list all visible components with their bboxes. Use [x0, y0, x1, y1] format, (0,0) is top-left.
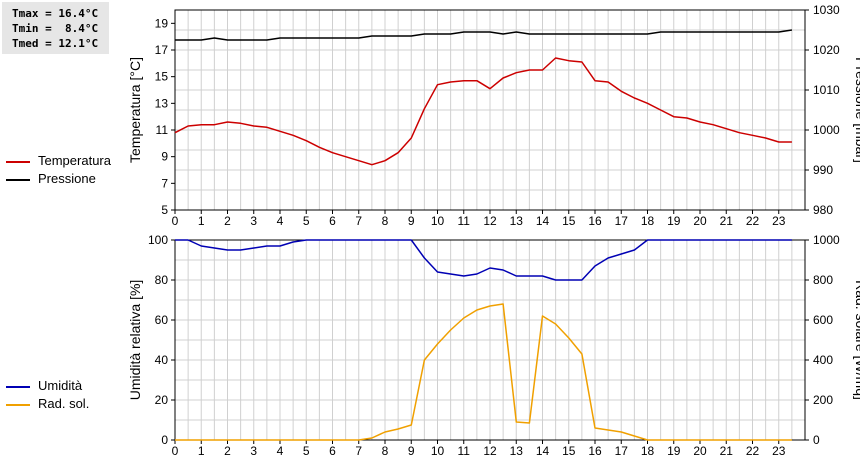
- x-tick-label: 12: [483, 444, 497, 458]
- x-tick-label: 1: [198, 214, 205, 228]
- y-right-tick-label: 1000: [813, 123, 840, 137]
- x-tick-label: 18: [641, 444, 655, 458]
- x-tick-label: 4: [277, 444, 284, 458]
- y-tick-label: 19: [155, 16, 169, 30]
- x-tick-label: 9: [408, 214, 415, 228]
- x-tick-label: 16: [588, 444, 602, 458]
- y-right-tick-label: 1020: [813, 43, 840, 57]
- legend-swatch-humidity: [6, 386, 30, 388]
- x-tick-label: 20: [693, 214, 707, 228]
- x-tick-label: 23: [772, 214, 786, 228]
- x-tick-label: 7: [355, 214, 362, 228]
- chart-1: 0 1 2 3 4 5 6 7 8 9 10 11 12 13 14 15 16 17 18 19 20 21 22 2357…: [127, 3, 860, 228]
- y-tick-label: 0: [161, 433, 168, 447]
- x-tick-label: 11: [458, 444, 471, 458]
- x-tick-label: 13: [510, 214, 524, 228]
- y-right-tick-label: 800: [813, 273, 833, 287]
- x-tick-label: 13: [510, 444, 524, 458]
- x-tick-label: 2: [224, 444, 231, 458]
- series-line-temperatura: [174, 57, 792, 166]
- y-right-tick-label: 400: [813, 353, 833, 367]
- x-tick-label: 9: [408, 444, 415, 458]
- legend-swatch-solar: [6, 404, 30, 406]
- x-tick-label: 7: [355, 444, 362, 458]
- y-right-tick-label: 0: [813, 433, 820, 447]
- x-tick-label: 6: [329, 444, 336, 458]
- y-tick-label: 40: [155, 353, 169, 367]
- x-tick-label: 18: [641, 214, 655, 228]
- x-tick-label: 11: [458, 214, 471, 228]
- legend-label-humidity: Umidità: [38, 378, 83, 393]
- y-axis-label: Umidità relativa [%]: [127, 280, 143, 401]
- y-tick-label: 80: [155, 273, 169, 287]
- x-tick-label: 6: [329, 214, 336, 228]
- x-tick-label: 2: [224, 214, 231, 228]
- y-tick-label: 60: [155, 313, 169, 327]
- y-tick-label: 20: [155, 393, 169, 407]
- legend-swatch-temperature: [6, 161, 30, 163]
- y-right-axis-label: Pressione [mbar]: [853, 57, 860, 163]
- legend-swatch-pressure: [6, 179, 30, 181]
- y-right-tick-label: 1030: [813, 3, 840, 17]
- x-tick-label: 3: [250, 444, 257, 458]
- y-right-tick-label: 200: [813, 393, 833, 407]
- y-tick-label: 15: [155, 70, 169, 84]
- y-right-tick-label: 990: [813, 163, 833, 177]
- legend-label-solar: Rad. sol.: [38, 396, 90, 411]
- x-tick-label: 5: [303, 214, 310, 228]
- x-tick-label: 21: [720, 214, 734, 228]
- x-tick-label: 10: [431, 444, 445, 458]
- x-tick-label: 14: [536, 214, 550, 228]
- x-tick-label: 8: [382, 214, 389, 228]
- x-tick-label: 17: [615, 444, 629, 458]
- y-tick-label: 5: [161, 203, 168, 217]
- x-tick-label: 22: [746, 444, 760, 458]
- series-line-rad-sol-: [175, 303, 792, 441]
- x-tick-label: 12: [483, 214, 497, 228]
- x-tick-label: 4: [277, 214, 284, 228]
- y-right-tick-label: 1000: [813, 233, 840, 247]
- x-tick-label: 19: [667, 444, 681, 458]
- x-tick-label: 8: [382, 444, 389, 458]
- chart-2: 0 1 2 3 4 5 6 7 8 9 10 11 12 13 14 15 16 17 18 19 20 21 22 2302…: [127, 233, 860, 458]
- y-tick-label: 11: [156, 123, 169, 137]
- x-tick-label: 14: [536, 444, 550, 458]
- x-tick-label: 17: [615, 214, 629, 228]
- y-tick-label: 13: [155, 96, 169, 110]
- x-tick-label: 1: [198, 444, 205, 458]
- y-right-tick-label: 600: [813, 313, 833, 327]
- x-tick-label: 22: [746, 214, 760, 228]
- series-line-umidit-: [175, 239, 792, 281]
- series-line-pressione: [175, 29, 793, 41]
- x-tick-label: 3: [250, 214, 257, 228]
- x-tick-label: 0: [172, 214, 179, 228]
- y-right-tick-label: 1010: [813, 83, 840, 97]
- legend-label-temperature: Temperatura: [38, 153, 111, 168]
- x-tick-label: 10: [431, 214, 445, 228]
- y-tick-label: 100: [148, 233, 168, 247]
- x-tick-label: 20: [693, 444, 707, 458]
- y-axis-label: Temperatura [°C]: [127, 57, 143, 163]
- stat-tmed: Tmed = 12.1°C: [12, 37, 99, 50]
- x-tick-label: 23: [772, 444, 786, 458]
- x-tick-label: 19: [667, 214, 681, 228]
- stat-tmin: Tmin = 8.4°C: [12, 22, 99, 35]
- y-right-axis-label: Rad. solare [W/mq]: [853, 280, 860, 400]
- y-tick-label: 17: [155, 43, 169, 57]
- y-tick-label: 9: [161, 150, 168, 164]
- y-right-tick-label: 980: [813, 203, 833, 217]
- x-tick-label: 5: [303, 444, 310, 458]
- stat-tmax: Tmax = 16.4°C: [12, 7, 99, 20]
- x-tick-label: 0: [172, 444, 179, 458]
- x-tick-label: 15: [562, 214, 576, 228]
- stats-box: Tmax = 16.4°C Tmin = 8.4°C Tmed = 12.1°C: [2, 2, 109, 54]
- x-tick-label: 15: [562, 444, 576, 458]
- y-tick-label: 7: [161, 176, 168, 190]
- legend-label-pressure: Pressione: [38, 171, 96, 186]
- x-tick-label: 21: [720, 444, 734, 458]
- x-tick-label: 16: [588, 214, 602, 228]
